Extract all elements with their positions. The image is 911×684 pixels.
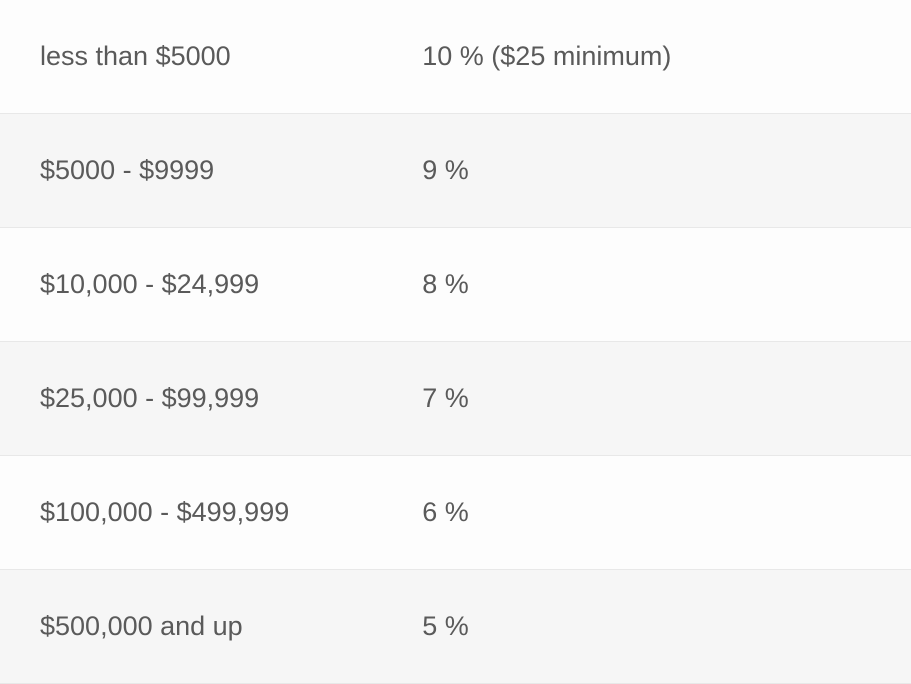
rate-cell: 7 %: [422, 383, 871, 414]
table-row: less than $5000 10 % ($25 minimum): [0, 0, 911, 114]
table-row: $5000 - $9999 9 %: [0, 114, 911, 228]
rate-cell: 6 %: [422, 497, 871, 528]
range-cell: $10,000 - $24,999: [40, 269, 422, 300]
table-row: $500,000 and up 5 %: [0, 570, 911, 684]
rate-cell: 9 %: [422, 155, 871, 186]
fee-table: less than $5000 10 % ($25 minimum) $5000…: [0, 0, 911, 684]
rate-cell: 8 %: [422, 269, 871, 300]
rate-cell: 5 %: [422, 611, 871, 642]
range-cell: $100,000 - $499,999: [40, 497, 422, 528]
rate-cell: 10 % ($25 minimum): [422, 41, 871, 72]
range-cell: $5000 - $9999: [40, 155, 422, 186]
table-row: $100,000 - $499,999 6 %: [0, 456, 911, 570]
range-cell: $25,000 - $99,999: [40, 383, 422, 414]
range-cell: less than $5000: [40, 41, 422, 72]
range-cell: $500,000 and up: [40, 611, 422, 642]
table-row: $25,000 - $99,999 7 %: [0, 342, 911, 456]
table-row: $10,000 - $24,999 8 %: [0, 228, 911, 342]
